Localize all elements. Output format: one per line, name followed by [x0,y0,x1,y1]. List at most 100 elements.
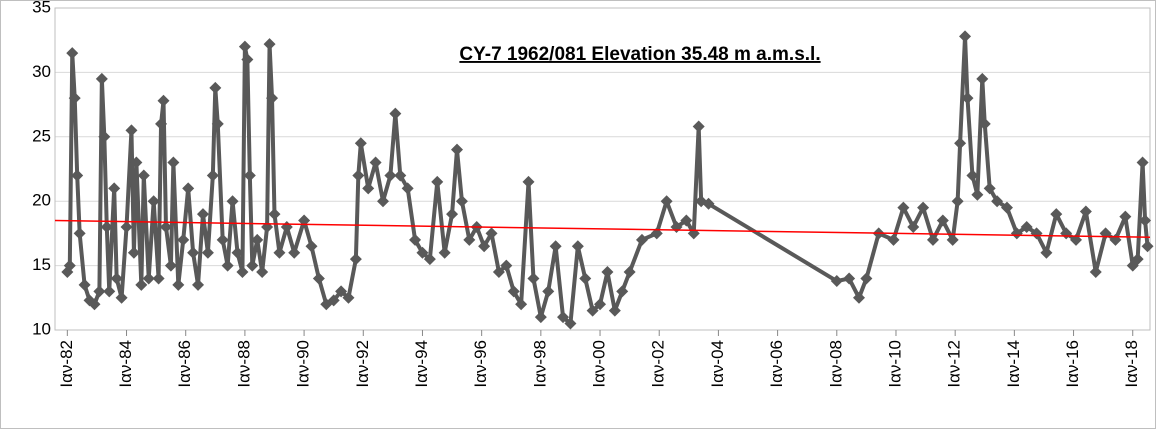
data-point [78,278,91,291]
data-point [1119,210,1132,223]
data-point [335,285,348,298]
data-point [164,259,177,272]
data-point [1010,227,1023,240]
data-point [88,298,101,311]
data-point [946,233,959,246]
data-point [187,246,200,259]
x-tick-label: Ιαν-90 [294,340,313,388]
data-point [564,317,577,330]
data-point [201,246,214,259]
data-point [983,182,996,195]
data-point [860,272,873,285]
plot-border [54,7,1151,331]
data-point [246,259,259,272]
data-point [196,208,209,221]
data-point [71,169,84,182]
data-point [534,311,547,324]
data-point [485,227,498,240]
data-point [63,259,76,272]
y-tick-label: 10 [32,319,51,338]
data-point [991,195,1004,208]
data-point [1020,220,1033,233]
data-point [211,117,224,130]
data-point [394,169,407,182]
data-point [951,195,964,208]
x-tick-label: Ιαν-88 [234,340,253,388]
data-point [897,201,910,214]
y-tick-label: 20 [32,191,51,210]
data-point [342,291,355,304]
data-point [127,246,140,259]
data-point [209,81,222,94]
data-point [1000,201,1013,214]
data-point [1139,214,1152,227]
data-point [108,182,121,195]
x-tick-label: Ιαν-08 [826,340,845,388]
data-point [66,47,79,60]
x-tick-label: Ιαν-12 [945,340,964,388]
x-tick-label: Ιαν-10 [885,340,904,388]
data-point [438,246,451,259]
data-point [288,246,301,259]
data-point [115,291,128,304]
data-line [65,34,1150,326]
data-point [216,233,229,246]
y-tick-label: 15 [32,255,51,274]
data-point [221,259,234,272]
data-point [1089,266,1102,279]
data-point [192,278,205,291]
data-point [137,169,150,182]
data-point [349,253,362,266]
data-point [843,272,856,285]
data-point [172,278,185,291]
data-point [243,169,256,182]
plot-area: 10 15 20 25 30 35 Ιαν-82 Ιαν-84 Ιαν-86 Ιαν-88 Ιαν-… [32,0,1154,388]
data-point [507,285,520,298]
data-point [206,169,219,182]
data-point [226,195,239,208]
data-point [159,220,172,233]
data-point [852,291,865,304]
data-point [155,117,168,130]
x-tick-label: Ιαν-84 [116,340,135,388]
data-point [515,298,528,311]
data-point [256,266,269,279]
data-point [98,130,111,143]
y-tick-label: 35 [32,0,51,16]
data-point [125,124,138,137]
data-point [594,298,607,311]
x-tick-label: Ιαν-86 [175,340,194,388]
data-point [68,92,81,105]
data-point [978,117,991,130]
data-point [1050,208,1063,221]
data-point [1040,246,1053,259]
data-point [241,53,254,66]
data-point [463,233,476,246]
data-point [450,143,463,156]
data-point [384,169,397,182]
data-point [616,285,629,298]
data-point [1131,253,1144,266]
chart-title: CY-7 1962/081 Elevation 35.48 m a.m.s.l. [459,44,820,65]
data-point [182,182,195,195]
x-tick-label: Ιαν-94 [412,340,431,388]
x-tick-label: Ιαν-02 [649,340,668,388]
data-point [966,169,979,182]
data-point [354,137,367,150]
data-point [327,294,340,307]
data-point [100,220,113,233]
data-point [492,266,505,279]
data-point [702,197,715,210]
data-point [401,182,414,195]
data-point [907,220,920,233]
data-point [586,304,599,317]
y-tick-label: 25 [32,126,51,145]
data-point [251,233,264,246]
data-point [608,304,621,317]
data-point [1141,240,1154,253]
data-point [110,272,123,285]
x-tick-label: Ιαν-16 [1063,340,1082,388]
data-point [305,240,318,253]
data-point [273,246,286,259]
